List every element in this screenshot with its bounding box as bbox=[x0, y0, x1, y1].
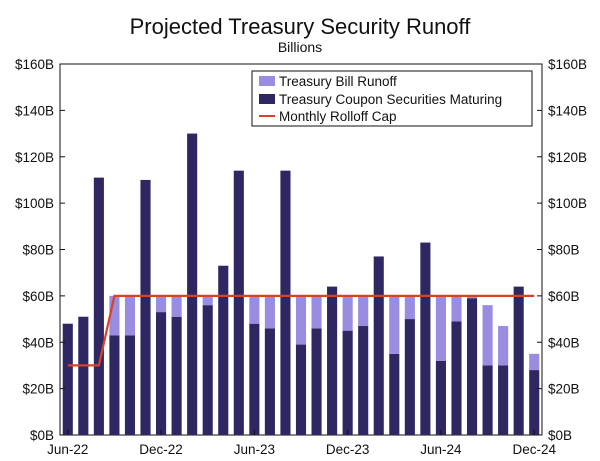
bar-coupon-maturing bbox=[233, 170, 244, 435]
bar-bill-runoff bbox=[451, 295, 462, 322]
bar-bill-runoff bbox=[342, 295, 353, 331]
bar-coupon-maturing bbox=[498, 365, 509, 435]
bar-bill-runoff bbox=[109, 295, 120, 336]
bar-coupon-maturing bbox=[342, 330, 353, 435]
bar-coupon-maturing bbox=[529, 370, 540, 435]
bars-group bbox=[62, 133, 540, 435]
y-tick-label-right: $0B bbox=[548, 428, 572, 443]
y-tick-label-left: $20B bbox=[22, 382, 54, 397]
y-tick-label-left: $140B bbox=[15, 103, 54, 118]
bar-bill-runoff bbox=[264, 295, 275, 329]
bar-coupon-maturing bbox=[311, 328, 322, 435]
chart-subtitle: Billions bbox=[278, 39, 322, 55]
x-tick-label: Dec-24 bbox=[512, 442, 556, 457]
legend-label-coupon-maturing: Treasury Coupon Securities Maturing bbox=[279, 92, 502, 107]
y-tick-label-right: $60B bbox=[548, 289, 580, 304]
y-tick-label-right: $80B bbox=[548, 243, 580, 258]
bar-coupon-maturing bbox=[482, 365, 493, 435]
y-tick-label-right: $160B bbox=[548, 57, 587, 72]
rolloff-cap-line bbox=[67, 294, 535, 367]
bar-coupon-maturing bbox=[62, 323, 73, 435]
bar-bill-runoff bbox=[482, 305, 493, 366]
y-tick-label-left: $160B bbox=[15, 57, 54, 72]
legend: Treasury Bill Runoff Treasury Coupon Sec… bbox=[251, 70, 533, 127]
legend-swatch-bill-runoff bbox=[259, 76, 275, 86]
x-tick-label: Dec-23 bbox=[326, 442, 370, 457]
bar-bill-runoff bbox=[466, 295, 478, 299]
y-tick-label-left: $0B bbox=[30, 428, 54, 443]
bar-coupon-maturing bbox=[93, 177, 104, 435]
y-tick-label-right: $100B bbox=[548, 196, 587, 211]
bar-coupon-maturing bbox=[435, 360, 446, 435]
bar-coupon-maturing bbox=[140, 179, 151, 435]
legend-box bbox=[251, 70, 533, 127]
bar-coupon-maturing bbox=[389, 353, 400, 435]
bar-coupon-maturing bbox=[78, 316, 89, 435]
bar-coupon-maturing bbox=[358, 326, 369, 435]
y-tick-label-right: $140B bbox=[548, 103, 587, 118]
x-tick-label: Jun-24 bbox=[420, 442, 462, 457]
bar-bill-runoff bbox=[295, 295, 307, 345]
bar-bill-runoff bbox=[358, 295, 369, 327]
bar-bill-runoff bbox=[202, 295, 213, 306]
y-tick-label-left: $80B bbox=[22, 243, 54, 258]
bar-bill-runoff bbox=[389, 295, 400, 354]
bar-coupon-maturing bbox=[171, 316, 182, 435]
bar-coupon-maturing bbox=[466, 298, 478, 435]
bar-coupon-maturing bbox=[109, 335, 120, 435]
bar-bill-runoff bbox=[498, 326, 509, 366]
bar-coupon-maturing bbox=[295, 344, 307, 435]
chart-title: Projected Treasury Security Runoff bbox=[130, 14, 472, 39]
bar-coupon-maturing bbox=[451, 321, 462, 435]
axes-group: $0B $0B $20B $20B $40B $40B $60B $60B $80B $80B $1… bbox=[15, 57, 587, 457]
x-tick-label: Jun-23 bbox=[234, 442, 275, 457]
bar-coupon-maturing bbox=[156, 312, 167, 435]
y-tick-label-right: $20B bbox=[548, 382, 580, 397]
x-tick-label: Dec-22 bbox=[139, 442, 183, 457]
bar-bill-runoff bbox=[156, 295, 167, 313]
bar-bill-runoff bbox=[124, 295, 136, 336]
legend-swatch-coupon-maturing bbox=[259, 94, 275, 104]
y-tick-label-left: $120B bbox=[15, 150, 54, 165]
bar-coupon-maturing bbox=[202, 305, 213, 435]
bar-bill-runoff bbox=[435, 295, 446, 361]
bar-coupon-maturing bbox=[404, 319, 415, 435]
bar-coupon-maturing bbox=[264, 328, 275, 435]
bar-bill-runoff bbox=[529, 353, 540, 371]
bar-coupon-maturing bbox=[420, 242, 431, 435]
bar-coupon-maturing bbox=[187, 133, 198, 435]
y-tick-label-left: $60B bbox=[22, 289, 54, 304]
legend-label-bill-runoff: Treasury Bill Runoff bbox=[279, 74, 397, 89]
cap-line-group bbox=[67, 294, 535, 367]
bar-bill-runoff bbox=[404, 295, 415, 320]
bar-bill-runoff bbox=[171, 295, 182, 317]
y-tick-label-right: $120B bbox=[548, 150, 587, 165]
bar-coupon-maturing bbox=[327, 286, 338, 435]
y-tick-label-left: $100B bbox=[15, 196, 54, 211]
bar-bill-runoff bbox=[249, 295, 260, 324]
bar-coupon-maturing bbox=[280, 170, 291, 435]
legend-label-rolloff-cap: Monthly Rolloff Cap bbox=[279, 109, 397, 124]
bar-coupon-maturing bbox=[513, 286, 524, 435]
bar-coupon-maturing bbox=[373, 256, 384, 435]
bar-coupon-maturing bbox=[249, 323, 260, 435]
bar-bill-runoff bbox=[311, 295, 322, 329]
bar-coupon-maturing bbox=[124, 335, 136, 435]
x-tick-label: Jun-22 bbox=[47, 442, 88, 457]
y-tick-label-left: $40B bbox=[22, 335, 54, 350]
y-tick-label-right: $40B bbox=[548, 335, 580, 350]
bar-coupon-maturing bbox=[218, 265, 229, 435]
